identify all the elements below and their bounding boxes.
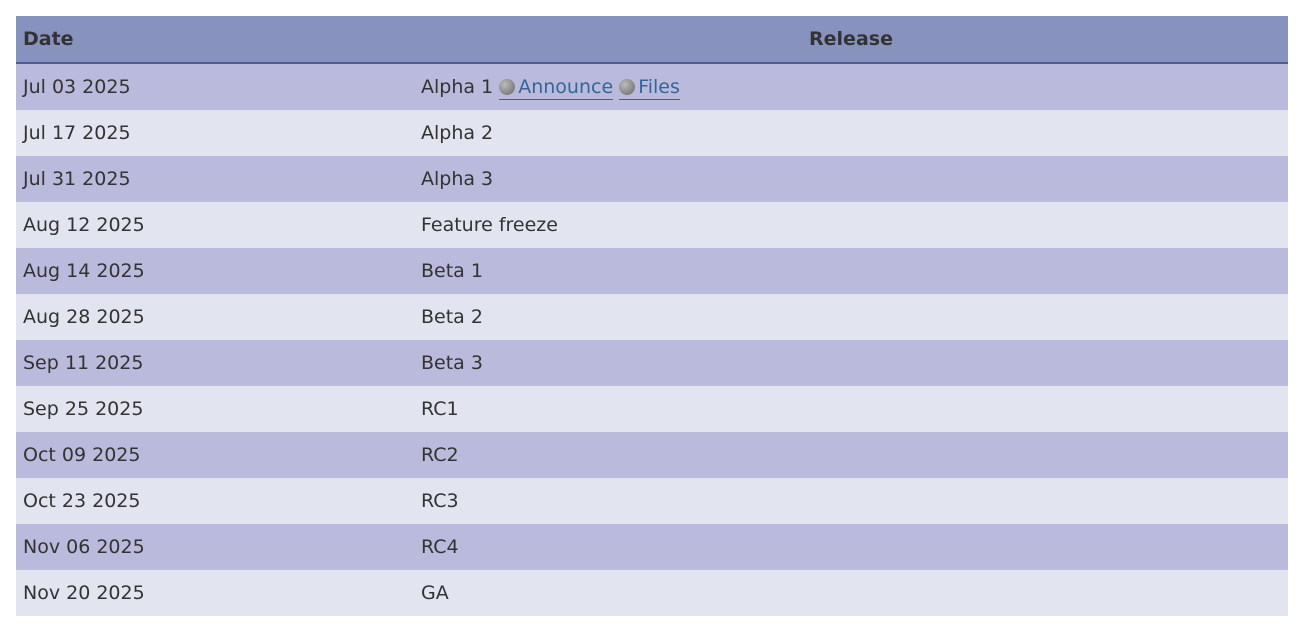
release-cell: Alpha 2 [414, 110, 1288, 156]
column-header-release: Release [414, 16, 1288, 64]
date-cell: Jul 17 2025 [16, 110, 414, 156]
release-cell: Beta 1 [414, 248, 1288, 294]
release-cell: Alpha 3 [414, 156, 1288, 202]
release-cell: Beta 2 [414, 294, 1288, 340]
release-cell: RC3 [414, 478, 1288, 524]
date-cell: Sep 11 2025 [16, 340, 414, 386]
globe-icon [499, 79, 516, 95]
release-name: Beta 3 [421, 352, 483, 374]
release-name: RC3 [421, 490, 459, 512]
date-cell: Jul 31 2025 [16, 156, 414, 202]
release-name: Alpha 3 [421, 168, 494, 190]
release-schedule-table: Date Release Jul 03 2025 Alpha 1 Announce… [16, 16, 1288, 616]
column-header-date: Date [16, 16, 414, 64]
table-row: Aug 14 2025 Beta 1 [16, 248, 1288, 294]
release-name: Beta 2 [421, 306, 483, 328]
release-name: RC4 [421, 536, 459, 558]
release-cell: Beta 3 [414, 340, 1288, 386]
table-row: Sep 25 2025 RC1 [16, 386, 1288, 432]
release-cell: RC4 [414, 524, 1288, 570]
table-row: Oct 23 2025 RC3 [16, 478, 1288, 524]
table-row: Nov 06 2025 RC4 [16, 524, 1288, 570]
release-name: Feature freeze [421, 214, 558, 236]
table-row: Jul 03 2025 Alpha 1 Announce Files [16, 63, 1288, 110]
date-cell: Aug 28 2025 [16, 294, 414, 340]
release-cell: Feature freeze [414, 202, 1288, 248]
release-cell: Alpha 1 Announce Files [414, 63, 1288, 110]
release-name: GA [421, 582, 449, 604]
date-cell: Nov 06 2025 [16, 524, 414, 570]
date-cell: Aug 12 2025 [16, 202, 414, 248]
release-cell: RC1 [414, 386, 1288, 432]
table-header-row: Date Release [16, 16, 1288, 64]
table-row: Jul 31 2025 Alpha 3 [16, 156, 1288, 202]
release-cell: RC2 [414, 432, 1288, 478]
table-row: Aug 28 2025 Beta 2 [16, 294, 1288, 340]
date-cell: Aug 14 2025 [16, 248, 414, 294]
release-name: RC1 [421, 398, 459, 420]
link-label: Files [638, 76, 680, 98]
files-link[interactable]: Files [619, 76, 680, 100]
release-name: RC2 [421, 444, 459, 466]
date-cell: Sep 25 2025 [16, 386, 414, 432]
release-name: Alpha 2 [421, 122, 494, 144]
date-cell: Jul 03 2025 [16, 63, 414, 110]
date-cell: Nov 20 2025 [16, 570, 414, 616]
table-row: Nov 20 2025 GA [16, 570, 1288, 616]
table-row: Oct 09 2025 RC2 [16, 432, 1288, 478]
date-cell: Oct 23 2025 [16, 478, 414, 524]
announce-link[interactable]: Announce [499, 76, 614, 100]
table-row: Aug 12 2025 Feature freeze [16, 202, 1288, 248]
link-label: Announce [518, 76, 614, 98]
table-row: Sep 11 2025 Beta 3 [16, 340, 1288, 386]
release-name: Alpha 1 [421, 76, 494, 98]
release-name: Beta 1 [421, 260, 483, 282]
date-cell: Oct 09 2025 [16, 432, 414, 478]
globe-icon [619, 79, 636, 95]
table-row: Jul 17 2025 Alpha 2 [16, 110, 1288, 156]
release-cell: GA [414, 570, 1288, 616]
